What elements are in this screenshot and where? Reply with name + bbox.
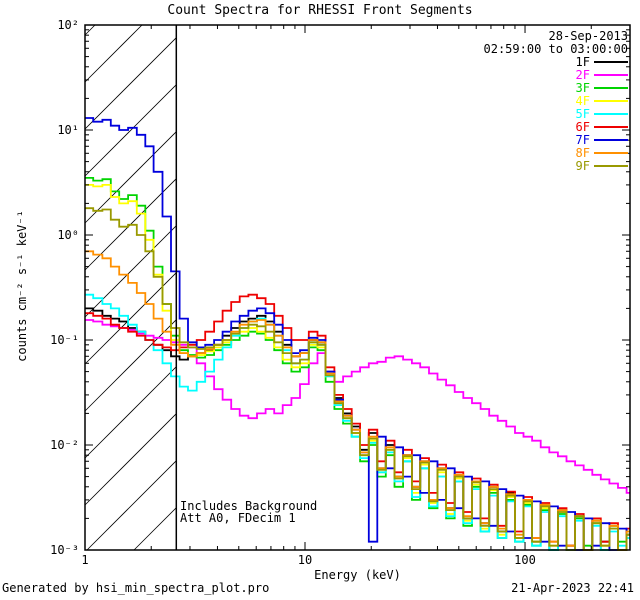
x-tick-label: 10 (298, 553, 312, 567)
legend-label-9F: 9F (576, 159, 590, 173)
legend-label-4F: 4F (576, 94, 590, 108)
legend-label-3F: 3F (576, 81, 590, 95)
series-line-9F (85, 207, 630, 551)
generator-credit-text: Generated by hsi_min_spectra_plot.pro (2, 581, 270, 595)
series-line-8F (85, 250, 630, 551)
y-tick-label: 10² (57, 18, 79, 32)
plot-creation-timestamp: 21-Apr-2023 22:41 (511, 581, 634, 595)
legend-label-5F: 5F (576, 107, 590, 121)
legend-label-7F: 7F (576, 133, 590, 147)
y-tick-label: 10⁰ (57, 228, 79, 242)
y-axis-label: counts cm⁻² s⁻¹ keV⁻¹ (15, 210, 29, 362)
y-tick-label: 10⁻³ (50, 543, 79, 557)
series-line-5F (85, 293, 630, 551)
x-tick-label: 100 (514, 553, 536, 567)
chart-title: Count Spectra for RHESSI Front Segments (167, 3, 473, 18)
x-axis-label: Energy (keV) (314, 568, 401, 582)
axis-ticks (84, 24, 631, 551)
y-tick-label: 10¹ (57, 123, 79, 137)
annotation-includes-background: Includes Background (180, 499, 318, 513)
annotation-attenuator-state: Att A0, FDecim 1 (180, 511, 296, 525)
plot-frame (84, 24, 631, 551)
observation-date: 28-Sep-2013 (548, 29, 628, 43)
legend-label-6F: 6F (576, 120, 590, 134)
y-tick-label: 10⁻¹ (50, 333, 79, 347)
series-line-2F (85, 319, 630, 494)
legend-label-1F: 1F (576, 55, 590, 69)
x-tick-label: 1 (81, 553, 88, 567)
observation-time-range: 02:59:00 to 03:00:00 (483, 42, 629, 56)
legend-label-2F: 2F (576, 68, 590, 82)
series-line-4F (85, 184, 630, 551)
y-tick-label: 10⁻² (50, 438, 79, 452)
series-line-7F (85, 117, 630, 551)
legend-label-8F: 8F (576, 146, 590, 160)
